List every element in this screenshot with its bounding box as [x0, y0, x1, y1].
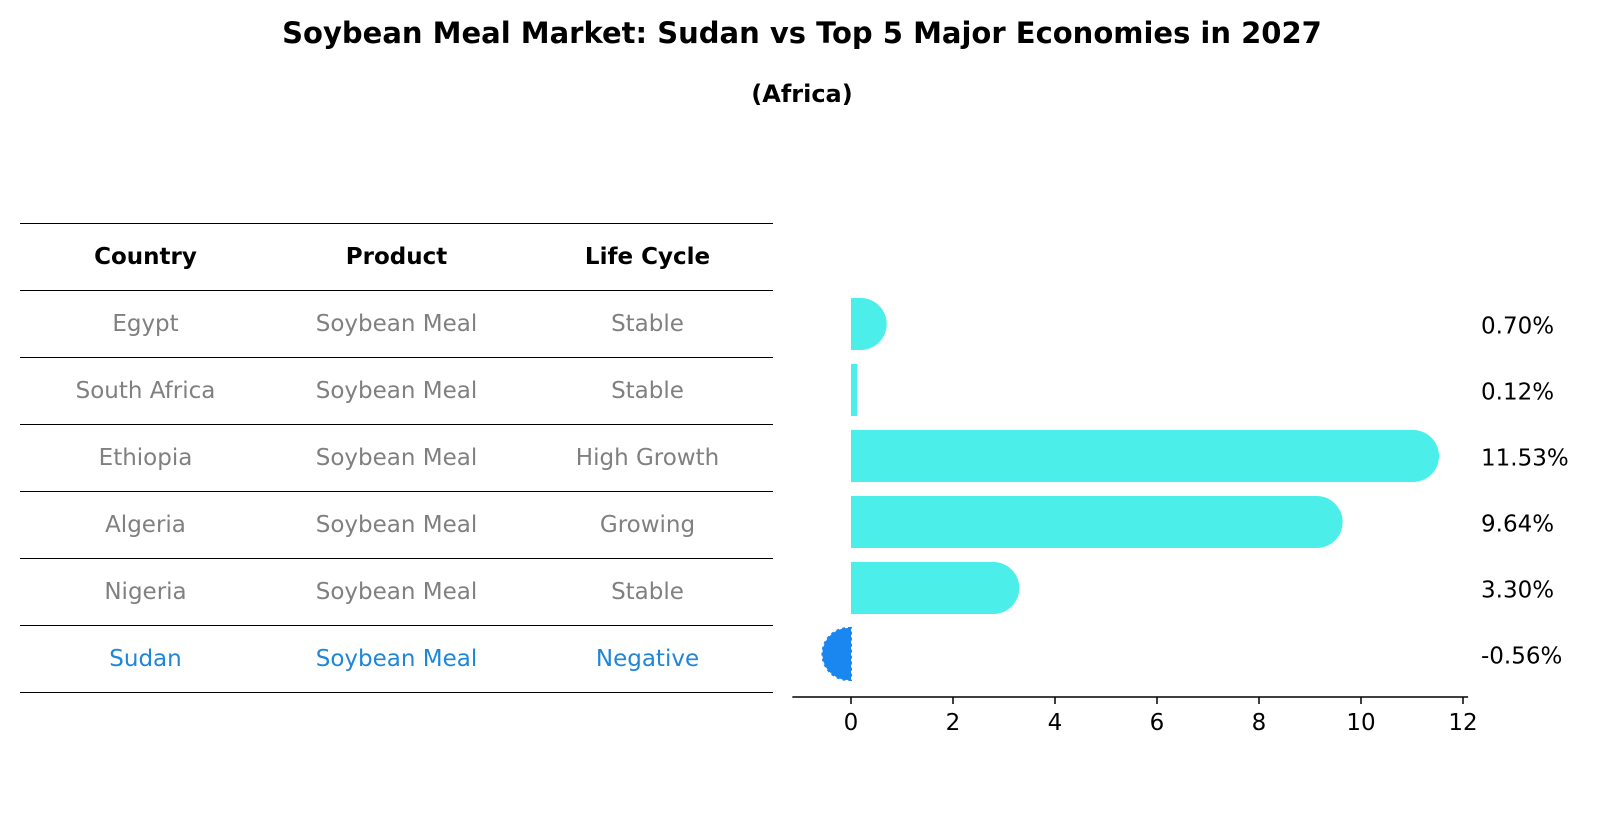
- x-tick-label: 10: [1346, 710, 1375, 736]
- cell-life-cycle: Stable: [611, 311, 684, 337]
- table-row: Nigeria Soybean Meal Stable: [20, 558, 773, 625]
- cell-life-cycle: Growing: [599, 512, 696, 538]
- cell-product: Soybean Meal: [315, 512, 478, 538]
- cell-life-cycle: Stable: [611, 378, 684, 404]
- cell-life-cycle: Negative: [595, 646, 700, 672]
- bar-egypt: [851, 298, 887, 350]
- x-tick-label: 4: [1048, 710, 1063, 736]
- header-product: Product: [345, 244, 448, 270]
- value-label: -0.56%: [1481, 644, 1562, 670]
- cell-product: Soybean Meal: [315, 311, 478, 337]
- x-tick-label: 12: [1448, 710, 1477, 736]
- chart-subtitle: (Africa): [751, 80, 853, 108]
- table-row: Egypt Soybean Meal Stable: [20, 290, 773, 357]
- cell-country: Egypt: [112, 311, 179, 337]
- data-table: Country Product Life Cycle Egypt Soybean…: [20, 223, 773, 693]
- header-life-cycle: Life Cycle: [584, 244, 711, 270]
- bar-south-africa: [851, 364, 858, 416]
- value-label: 11.53%: [1481, 446, 1569, 472]
- chart-title: Soybean Meal Market: Sudan vs Top 5 Majo…: [282, 16, 1322, 50]
- cell-life-cycle: High Growth: [575, 445, 720, 471]
- cell-life-cycle: Stable: [611, 579, 684, 605]
- cell-country: Nigeria: [104, 579, 187, 605]
- cell-country: South Africa: [75, 378, 216, 404]
- bar-ethiopia: [851, 430, 1440, 482]
- cell-product: Soybean Meal: [315, 579, 478, 605]
- cell-product: Soybean Meal: [315, 646, 478, 672]
- table-row: Algeria Soybean Meal Growing: [20, 491, 773, 558]
- cell-country: Ethiopia: [98, 445, 193, 471]
- cell-product: Soybean Meal: [315, 445, 478, 471]
- bar-sudan: [821, 627, 852, 681]
- cell-product: Soybean Meal: [315, 378, 478, 404]
- bar-nigeria: [851, 562, 1020, 614]
- table-row-highlighted: Sudan Soybean Meal Negative: [20, 625, 773, 693]
- table-row: Ethiopia Soybean Meal High Growth: [20, 424, 773, 491]
- table-row: South Africa Soybean Meal Stable: [20, 357, 773, 424]
- value-label: 0.12%: [1481, 380, 1554, 406]
- cell-country: Algeria: [105, 512, 186, 538]
- value-label: 9.64%: [1481, 512, 1554, 538]
- x-tick-label: 2: [946, 710, 961, 736]
- value-label: 0.70%: [1481, 314, 1554, 340]
- header-country: Country: [94, 244, 197, 270]
- cell-country: Sudan: [109, 646, 182, 672]
- x-tick-label: 8: [1252, 710, 1267, 736]
- table-header-row: Country Product Life Cycle: [20, 223, 773, 290]
- value-label: 3.30%: [1481, 578, 1554, 604]
- bar-algeria: [851, 496, 1343, 548]
- x-tick-label: 0: [844, 710, 859, 736]
- x-tick-label: 6: [1150, 710, 1165, 736]
